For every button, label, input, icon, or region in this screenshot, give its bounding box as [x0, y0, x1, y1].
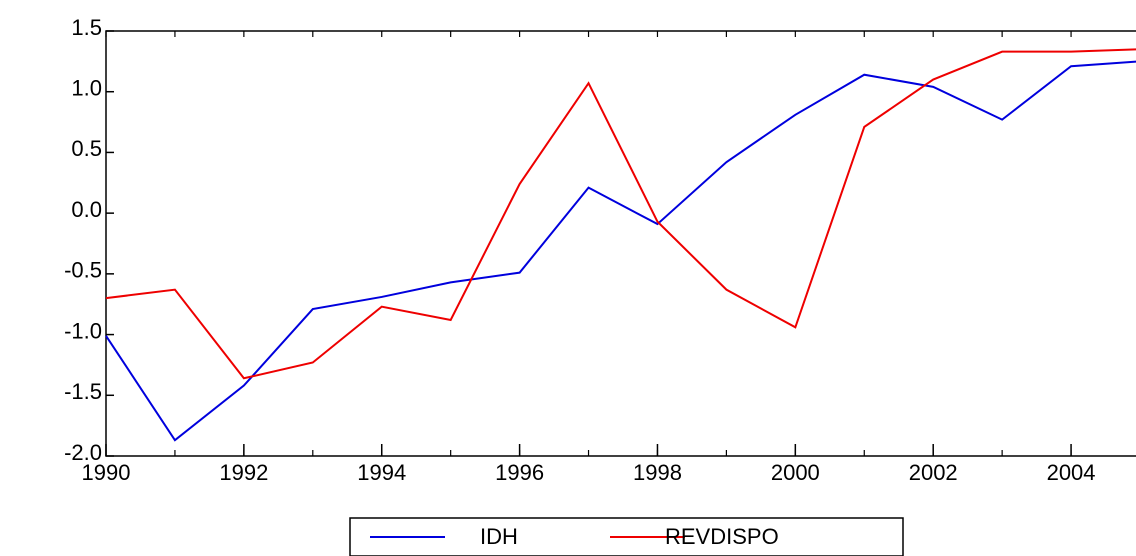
y-tick-label: 0.0	[71, 197, 102, 222]
y-tick-label: -0.5	[64, 258, 102, 283]
x-tick-label: 1998	[633, 460, 682, 485]
y-tick-label: -1.0	[64, 318, 102, 343]
x-tick-label: 1994	[357, 460, 406, 485]
y-tick-label: 1.5	[71, 15, 102, 40]
line-series	[105, 48, 1136, 380]
x-tick-label: 2000	[771, 460, 820, 485]
y-tick-label: 1.0	[71, 76, 102, 101]
legend-label: REVDISPO	[665, 524, 779, 549]
plot-frame	[105, 30, 1136, 457]
line-series	[105, 60, 1136, 442]
y-tick-label: -1.5	[64, 379, 102, 404]
y-tick-label: 0.5	[71, 136, 102, 161]
legend-label: IDH	[480, 524, 518, 549]
x-tick-label: 1990	[82, 460, 131, 485]
x-tick-label: 2002	[909, 460, 958, 485]
x-tick-label: 2004	[1047, 460, 1096, 485]
y-tick-label: -2.0	[64, 440, 102, 465]
x-tick-label: 1992	[219, 460, 268, 485]
x-tick-label: 1996	[495, 460, 544, 485]
